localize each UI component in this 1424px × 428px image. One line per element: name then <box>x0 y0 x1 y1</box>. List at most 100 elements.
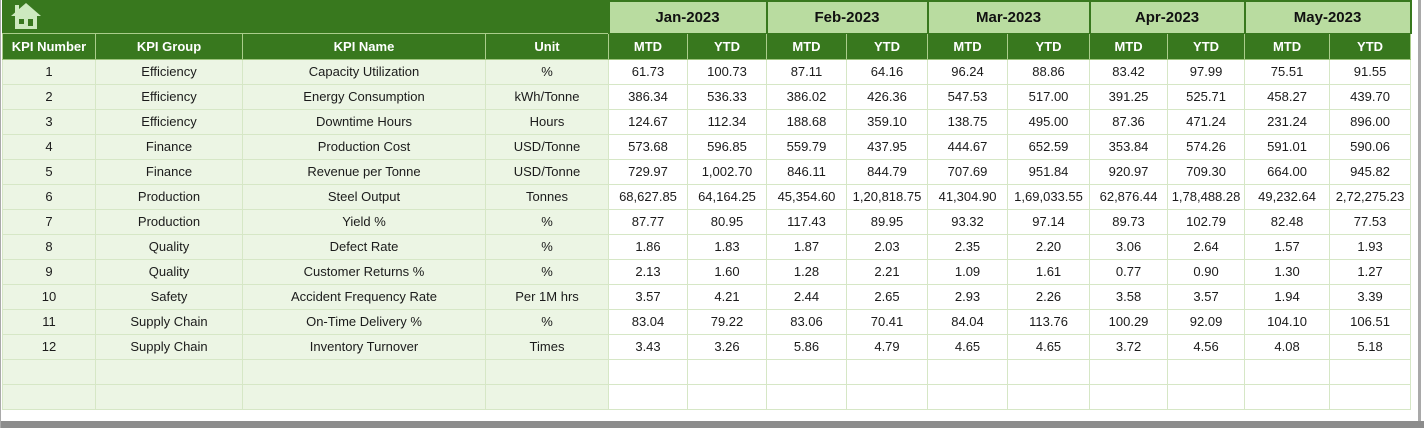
subheader-feb-ytd[interactable]: YTD <box>845 32 929 60</box>
month-header-mar-2023[interactable]: Mar-2023 <box>926 0 1091 34</box>
month-header-may-2023[interactable]: May-2023 <box>1243 0 1412 34</box>
value-cell[interactable]: 471.24 <box>1167 108 1246 135</box>
value-cell[interactable]: 0.77 <box>1089 258 1169 285</box>
value-cell[interactable]: 896.00 <box>1329 108 1412 135</box>
value-cell[interactable]: 590.06 <box>1329 133 1412 160</box>
value-cell[interactable]: 4.56 <box>1167 333 1246 360</box>
kpi-name-cell[interactable]: Customer Returns % <box>242 258 486 285</box>
value-cell[interactable]: 1,002.70 <box>687 158 767 185</box>
empty-cell[interactable] <box>95 358 243 385</box>
empty-cell[interactable] <box>242 358 486 385</box>
value-cell[interactable]: 87.36 <box>1089 108 1169 135</box>
value-cell[interactable]: 117.43 <box>766 208 847 235</box>
value-cell[interactable]: 458.27 <box>1244 83 1331 110</box>
kpi-name-cell[interactable]: Yield % <box>242 208 486 235</box>
kpi-name-cell[interactable]: On-Time Delivery % <box>242 308 486 335</box>
value-cell[interactable]: 951.84 <box>1007 158 1091 185</box>
unit-cell[interactable]: Per 1M hrs <box>485 283 609 310</box>
value-cell[interactable]: 1.57 <box>1244 233 1331 260</box>
value-cell[interactable]: 386.02 <box>766 83 847 110</box>
value-cell[interactable]: 4.79 <box>845 333 929 360</box>
kpi-group-cell[interactable]: Quality <box>95 258 243 285</box>
value-cell[interactable]: 93.32 <box>927 208 1009 235</box>
kpi-number-cell[interactable]: 11 <box>2 308 96 335</box>
kpi-name-cell[interactable]: Capacity Utilization <box>242 58 486 85</box>
unit-cell[interactable]: kWh/Tonne <box>485 83 609 110</box>
value-cell[interactable]: 709.30 <box>1167 158 1246 185</box>
value-cell[interactable]: 1,78,488.28 <box>1167 183 1246 210</box>
kpi-name-cell[interactable]: Downtime Hours <box>242 108 486 135</box>
value-cell[interactable]: 49,232.64 <box>1244 183 1331 210</box>
empty-cell[interactable] <box>608 358 688 385</box>
value-cell[interactable]: 359.10 <box>845 108 929 135</box>
value-cell[interactable]: 45,354.60 <box>766 183 847 210</box>
value-cell[interactable]: 1.30 <box>1244 258 1331 285</box>
value-cell[interactable]: 2.26 <box>1007 283 1091 310</box>
empty-cell[interactable] <box>2 383 96 410</box>
kpi-group-cell[interactable]: Finance <box>95 158 243 185</box>
value-cell[interactable]: 4.65 <box>927 333 1009 360</box>
unit-cell[interactable]: % <box>485 258 609 285</box>
kpi-number-cell[interactable]: 8 <box>2 233 96 260</box>
value-cell[interactable]: 79.22 <box>687 308 767 335</box>
value-cell[interactable]: 2.93 <box>927 283 1009 310</box>
value-cell[interactable]: 2.13 <box>608 258 688 285</box>
empty-cell[interactable] <box>1089 383 1169 410</box>
value-cell[interactable]: 573.68 <box>608 133 688 160</box>
value-cell[interactable]: 391.25 <box>1089 83 1169 110</box>
empty-cell[interactable] <box>766 358 847 385</box>
value-cell[interactable]: 82.48 <box>1244 208 1331 235</box>
value-cell[interactable]: 1.28 <box>766 258 847 285</box>
empty-cell[interactable] <box>485 383 609 410</box>
value-cell[interactable]: 124.67 <box>608 108 688 135</box>
value-cell[interactable]: 1.86 <box>608 233 688 260</box>
unit-cell[interactable]: % <box>485 308 609 335</box>
value-cell[interactable]: 4.08 <box>1244 333 1331 360</box>
value-cell[interactable]: 2.35 <box>927 233 1009 260</box>
kpi-number-cell[interactable]: 12 <box>2 333 96 360</box>
value-cell[interactable]: 652.59 <box>1007 133 1091 160</box>
value-cell[interactable]: 353.84 <box>1089 133 1169 160</box>
value-cell[interactable]: 1.09 <box>927 258 1009 285</box>
empty-cell[interactable] <box>766 383 847 410</box>
value-cell[interactable]: 97.14 <box>1007 208 1091 235</box>
value-cell[interactable]: 3.06 <box>1089 233 1169 260</box>
kpi-number-cell[interactable]: 10 <box>2 283 96 310</box>
column-header-kpi-number[interactable]: KPI Number <box>2 32 96 60</box>
column-header-kpi-group[interactable]: KPI Group <box>95 32 243 60</box>
value-cell[interactable]: 3.57 <box>608 283 688 310</box>
value-cell[interactable]: 945.82 <box>1329 158 1412 185</box>
empty-cell[interactable] <box>845 358 929 385</box>
value-cell[interactable]: 100.29 <box>1089 308 1169 335</box>
value-cell[interactable]: 444.67 <box>927 133 1009 160</box>
unit-cell[interactable]: % <box>485 208 609 235</box>
subheader-may-mtd[interactable]: MTD <box>1244 32 1331 60</box>
value-cell[interactable]: 4.21 <box>687 283 767 310</box>
subheader-mar-mtd[interactable]: MTD <box>927 32 1009 60</box>
kpi-name-cell[interactable]: Defect Rate <box>242 233 486 260</box>
unit-cell[interactable]: USD/Tonne <box>485 133 609 160</box>
kpi-name-cell[interactable]: Inventory Turnover <box>242 333 486 360</box>
value-cell[interactable]: 426.36 <box>845 83 929 110</box>
unit-cell[interactable]: Hours <box>485 108 609 135</box>
value-cell[interactable]: 104.10 <box>1244 308 1331 335</box>
value-cell[interactable]: 112.34 <box>687 108 767 135</box>
value-cell[interactable]: 729.97 <box>608 158 688 185</box>
empty-cell[interactable] <box>1167 358 1246 385</box>
empty-cell[interactable] <box>1329 358 1412 385</box>
value-cell[interactable]: 844.79 <box>845 158 929 185</box>
value-cell[interactable]: 596.85 <box>687 133 767 160</box>
value-cell[interactable]: 437.95 <box>845 133 929 160</box>
value-cell[interactable]: 3.58 <box>1089 283 1169 310</box>
value-cell[interactable]: 5.86 <box>766 333 847 360</box>
unit-cell[interactable]: % <box>485 58 609 85</box>
value-cell[interactable]: 591.01 <box>1244 133 1331 160</box>
empty-cell[interactable] <box>927 383 1009 410</box>
empty-cell[interactable] <box>1244 383 1331 410</box>
kpi-name-cell[interactable]: Steel Output <box>242 183 486 210</box>
value-cell[interactable]: 5.18 <box>1329 333 1412 360</box>
value-cell[interactable]: 547.53 <box>927 83 1009 110</box>
value-cell[interactable]: 64.16 <box>845 58 929 85</box>
kpi-number-cell[interactable]: 7 <box>2 208 96 235</box>
value-cell[interactable]: 3.26 <box>687 333 767 360</box>
